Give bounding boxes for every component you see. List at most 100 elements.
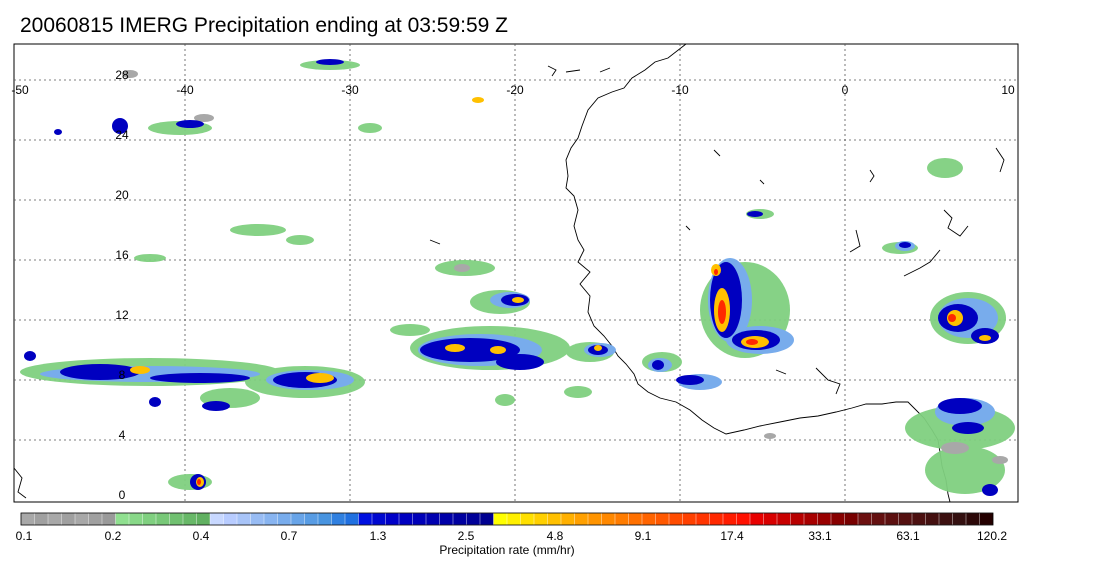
colorbar-tick-label: 0.4 (192, 529, 210, 543)
colorbar (20, 512, 994, 526)
colorbar-cell (709, 512, 724, 526)
lat-label: 8 (119, 368, 126, 382)
colorbar-frame (20, 512, 994, 526)
colorbar-cell (439, 512, 454, 526)
colorbar-cell (965, 512, 981, 526)
colorbar-tick-label: 9.1 (634, 529, 652, 543)
colorbar-cell (74, 512, 90, 526)
colorbar-cell (655, 512, 670, 526)
colorbar-cell (169, 512, 184, 526)
colorbar-cell (574, 512, 589, 526)
lat-label: 24 (115, 128, 129, 142)
lon-label: -30 (341, 83, 359, 97)
colorbar-cell (547, 512, 562, 526)
colorbar-tick-label: 63.1 (896, 529, 920, 543)
colorbar-cell (844, 512, 859, 526)
lat-label: 12 (115, 308, 129, 322)
colorbar-cell (34, 512, 49, 526)
colorbar-cell (371, 512, 387, 526)
colorbar-cell (142, 512, 157, 526)
lon-label: -20 (506, 83, 524, 97)
colorbar-tick-label: 0.1 (15, 529, 33, 543)
precipitation-fields (20, 59, 1015, 496)
lat-label: 16 (115, 248, 129, 262)
colorbar-cell (695, 512, 711, 526)
colorbar-cell (128, 512, 144, 526)
colorbar-tick-label: 4.8 (546, 529, 564, 543)
colorbar-cell (452, 512, 468, 526)
colorbar-cell (520, 512, 535, 526)
colorbar-cell (236, 512, 252, 526)
colorbar-cell (277, 512, 292, 526)
colorbar-cell (871, 512, 886, 526)
colorbar-tick-label: 33.1 (808, 529, 832, 543)
colorbar-cell (466, 512, 481, 526)
colorbar-cell (47, 512, 63, 526)
colorbar-tick-label: 0.2 (104, 529, 122, 543)
colorbar-cell (938, 512, 954, 526)
grid-lines (14, 44, 1018, 502)
colorbar-tick-label: 1.3 (369, 529, 387, 543)
colorbar-cell (601, 512, 616, 526)
lon-label: 10 (1001, 83, 1015, 97)
colorbar-cell (857, 512, 873, 526)
colorbar-cell (317, 512, 333, 526)
colorbar-cell (304, 512, 319, 526)
lon-label: -10 (671, 83, 689, 97)
coastline (13, 43, 1005, 503)
colorbar-cell (830, 512, 846, 526)
colorbar-cell (182, 512, 198, 526)
colorbar-cell (736, 512, 751, 526)
colorbar-tick-label: 0.7 (280, 529, 298, 543)
colorbar-cell (587, 512, 603, 526)
colorbar-cell (722, 512, 738, 526)
colorbar-cell (223, 512, 238, 526)
colorbar-cell (358, 512, 373, 526)
colorbar-cell (385, 512, 400, 526)
colorbar-cell (803, 512, 819, 526)
colorbar-cell (61, 512, 76, 526)
colorbar-cell (506, 512, 522, 526)
colorbar-cell (749, 512, 765, 526)
colorbar-cell (290, 512, 306, 526)
lat-label: 4 (119, 428, 126, 442)
colorbar-cell (155, 512, 171, 526)
colorbar-cell (196, 512, 211, 526)
latitude-labels: 28 24 20 16 12 8 4 0 (115, 68, 129, 502)
colorbar-cell (641, 512, 657, 526)
map-frame (13, 43, 1019, 503)
colorbar-cell (817, 512, 832, 526)
colorbar-cell (776, 512, 792, 526)
colorbar-cell (412, 512, 427, 526)
colorbar-cell (628, 512, 643, 526)
colorbar-cell (88, 512, 103, 526)
colorbar-tick-label: 17.4 (720, 529, 744, 543)
colorbar-cell (331, 512, 346, 526)
colorbar-cell (911, 512, 927, 526)
colorbar-cell (898, 512, 913, 526)
lat-label: 28 (115, 68, 129, 82)
colorbar-cell (979, 512, 994, 526)
colorbar-cell (425, 512, 441, 526)
colorbar-cell (398, 512, 414, 526)
colorbar-cell (614, 512, 630, 526)
colorbar-tick-label: 120.2 (976, 529, 1008, 543)
colorbar-cell (101, 512, 117, 526)
lat-label: 0 (119, 488, 126, 502)
colorbar-cell (115, 512, 130, 526)
map-title: 20060815 IMERG Precipitation ending at 0… (20, 14, 508, 37)
lon-label: -40 (176, 83, 194, 97)
colorbar-cell (263, 512, 279, 526)
lon-label: 0 (842, 83, 849, 97)
colorbar-tick-label: 2.5 (457, 529, 475, 543)
colorbar-cell (533, 512, 549, 526)
lon-label: -50 (11, 83, 29, 97)
colorbar-cell (790, 512, 805, 526)
colorbar-cell (952, 512, 967, 526)
colorbar-cell (209, 512, 225, 526)
lat-label: 20 (115, 188, 129, 202)
colorbar-cell (493, 512, 508, 526)
colorbar-cell (344, 512, 360, 526)
colorbar-cell (668, 512, 684, 526)
